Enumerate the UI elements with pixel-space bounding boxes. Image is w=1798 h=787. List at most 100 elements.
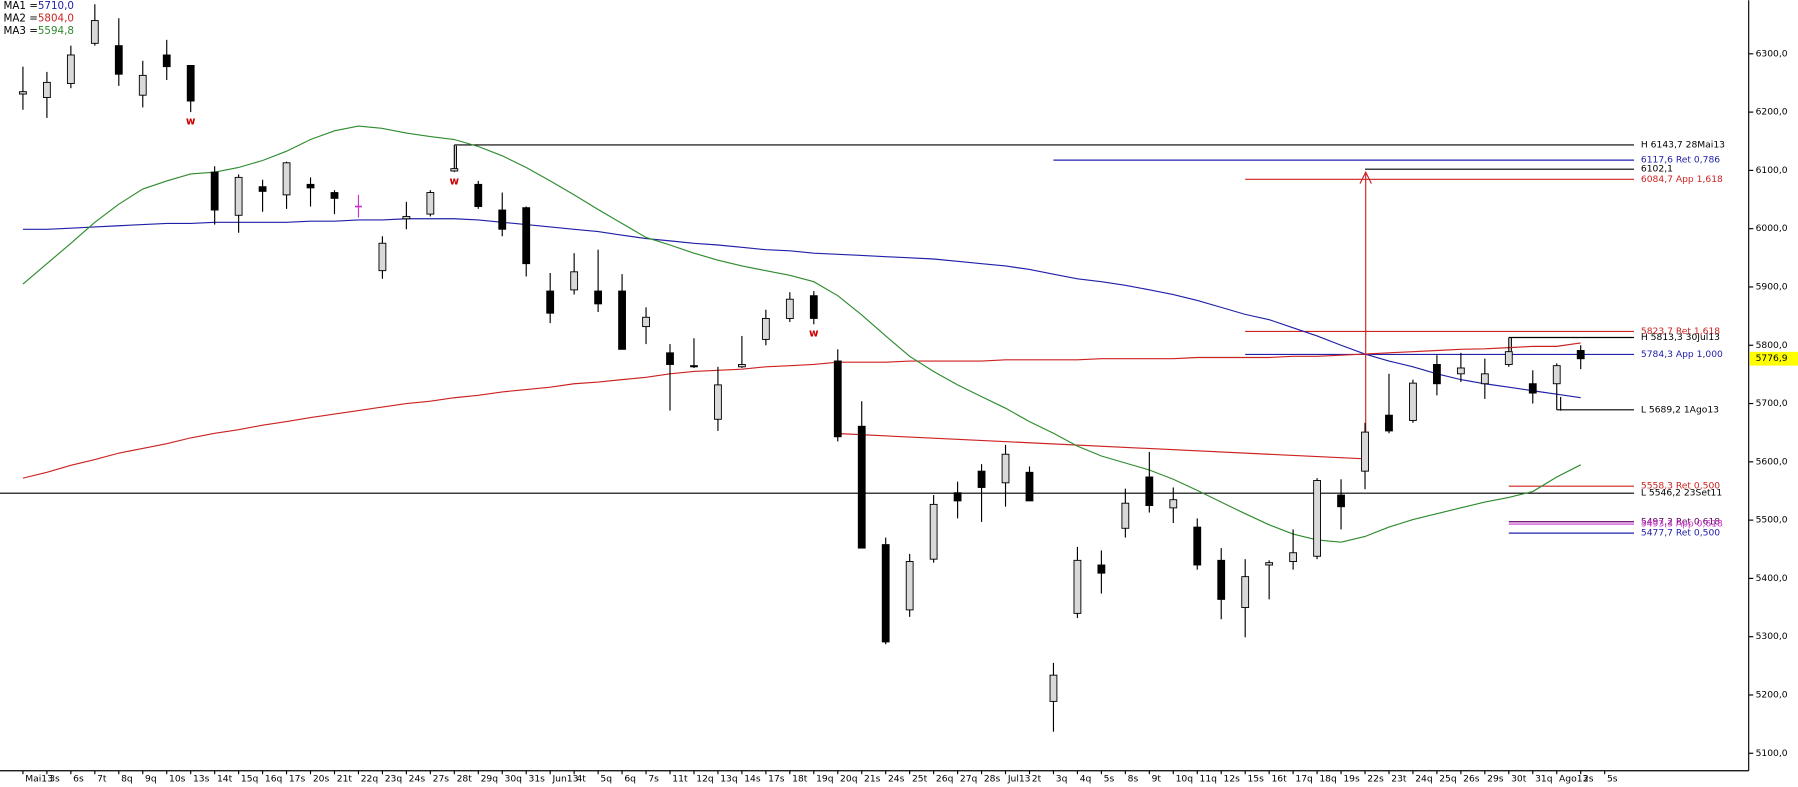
candle-body — [761, 317, 770, 340]
candle-body — [138, 74, 147, 96]
candle-body — [522, 207, 531, 265]
level-label: 5558,3 Ret 0,500 — [1641, 481, 1720, 492]
signal-marker: w — [186, 115, 196, 127]
level-label: 5823,7 Ret 1,618 — [1641, 326, 1720, 337]
candle-body — [1361, 431, 1369, 472]
candle-body — [785, 298, 794, 319]
level-label: 5493,3 App 0,618 — [1641, 519, 1723, 530]
x-tick-label: 24s — [888, 773, 905, 784]
x-tick-label: 7t — [97, 773, 107, 784]
candle-body — [690, 365, 698, 368]
candle-body — [1241, 576, 1250, 609]
x-tick-label: 3s — [49, 773, 60, 784]
ma-line — [22, 218, 1581, 399]
x-tick-label: 16t — [1271, 773, 1287, 784]
x-tick-label: 19s — [1343, 773, 1360, 784]
candle-body — [1001, 453, 1010, 484]
x-tick-label: 17s — [289, 773, 306, 784]
x-tick-label: 13q — [720, 773, 737, 784]
y-tick-label: 5200,0 — [1756, 689, 1788, 700]
x-tick-label: 25q — [1439, 773, 1456, 784]
x-tick-label: 31q — [1535, 773, 1552, 784]
ma-line — [22, 125, 1581, 543]
candle-body — [1169, 499, 1178, 509]
x-tick-label: 9t — [1152, 773, 1162, 784]
candle-body — [474, 183, 483, 207]
y-tick-label: 6100,0 — [1756, 165, 1788, 176]
x-tick-label: 15q — [241, 773, 258, 784]
candle-body — [618, 290, 626, 350]
candle-body — [833, 360, 842, 438]
x-tick-label: 12s — [1224, 773, 1241, 784]
x-tick-label: 6q — [624, 773, 636, 784]
x-tick-label: 6s — [73, 773, 84, 784]
x-tick-label: 30t — [1511, 773, 1527, 784]
candle-body — [1145, 476, 1154, 507]
level-label: L 5546,2 23Set11 — [1641, 488, 1722, 499]
candle-body — [666, 352, 674, 365]
x-tick-label: 24q — [1415, 773, 1432, 784]
level-label: 5477,7 Ret 0,500 — [1641, 528, 1720, 539]
trend-line — [839, 433, 1365, 460]
legend-name: MA1 = — [3, 0, 37, 12]
level-label: 6117,6 Ret 0,786 — [1641, 155, 1720, 166]
x-tick-label: 17q — [1295, 773, 1312, 784]
candle-body — [282, 162, 291, 196]
x-tick-label: 3q — [1056, 773, 1068, 784]
level-label: 5497,2 Ret 0,618 — [1641, 516, 1720, 527]
candle-body — [378, 242, 387, 272]
candle-body — [929, 503, 938, 560]
candle-body — [1217, 559, 1226, 600]
x-tick-label: 26s — [1463, 773, 1480, 784]
candle-body — [1073, 559, 1082, 614]
level-label: 5784,3 App 1,000 — [1641, 349, 1723, 360]
x-tick-label: 29q — [481, 773, 498, 784]
x-tick-label: 24s — [409, 773, 426, 784]
level-label: H 6143,7 28Mai13 — [1641, 139, 1725, 150]
level-label: H 5813,3 30Jul13 — [1641, 332, 1720, 343]
y-tick-label: 5100,0 — [1756, 748, 1788, 759]
candle-body — [402, 215, 411, 220]
candle-body — [1121, 502, 1130, 529]
level-label: 6102,1 — [1641, 164, 1673, 175]
x-tick-label: 12q — [696, 773, 713, 784]
x-tick-label: 4q — [1080, 773, 1092, 784]
signal-marker: w — [450, 175, 460, 187]
x-tick-label: Ago13 — [1559, 773, 1589, 784]
x-tick-label: 30q — [505, 773, 522, 784]
candle-body — [1313, 480, 1321, 557]
candle-body — [1265, 562, 1274, 566]
legend-value: 5594,8 — [38, 25, 74, 37]
x-tick-label: Jun13 — [551, 773, 578, 784]
x-tick-label: 10s — [169, 773, 186, 784]
x-tick-label: 20s — [313, 773, 330, 784]
y-tick-label: 5400,0 — [1756, 573, 1788, 584]
candle-body — [1480, 373, 1489, 385]
x-tick-label: 16q — [265, 773, 282, 784]
candle-body — [306, 183, 315, 189]
candle-body — [498, 209, 507, 230]
x-tick-label: 28s — [984, 773, 1001, 784]
candle-body — [642, 316, 650, 328]
candle-body — [1193, 526, 1202, 566]
x-tick-label: 21s — [864, 773, 881, 784]
x-tick-label: 20q — [840, 773, 857, 784]
candle-body — [114, 45, 123, 75]
candle-body — [43, 81, 51, 98]
candle-body — [19, 91, 27, 95]
x-tick-label: 21t — [337, 773, 353, 784]
x-tick-label: 5s — [1607, 773, 1618, 784]
candle-body — [1504, 351, 1513, 365]
candle-body — [570, 271, 579, 291]
x-tick-label: 4t — [576, 773, 586, 784]
candle-body — [546, 290, 555, 314]
y-tick-label: 5500,0 — [1756, 515, 1788, 526]
last-price-label: 5776,9 — [1756, 353, 1788, 364]
candle-body — [1385, 414, 1393, 432]
x-tick-label: 31s — [529, 773, 546, 784]
candle-body — [1433, 364, 1441, 385]
candle-body — [210, 171, 219, 211]
candles: w w w — [19, 4, 1585, 732]
